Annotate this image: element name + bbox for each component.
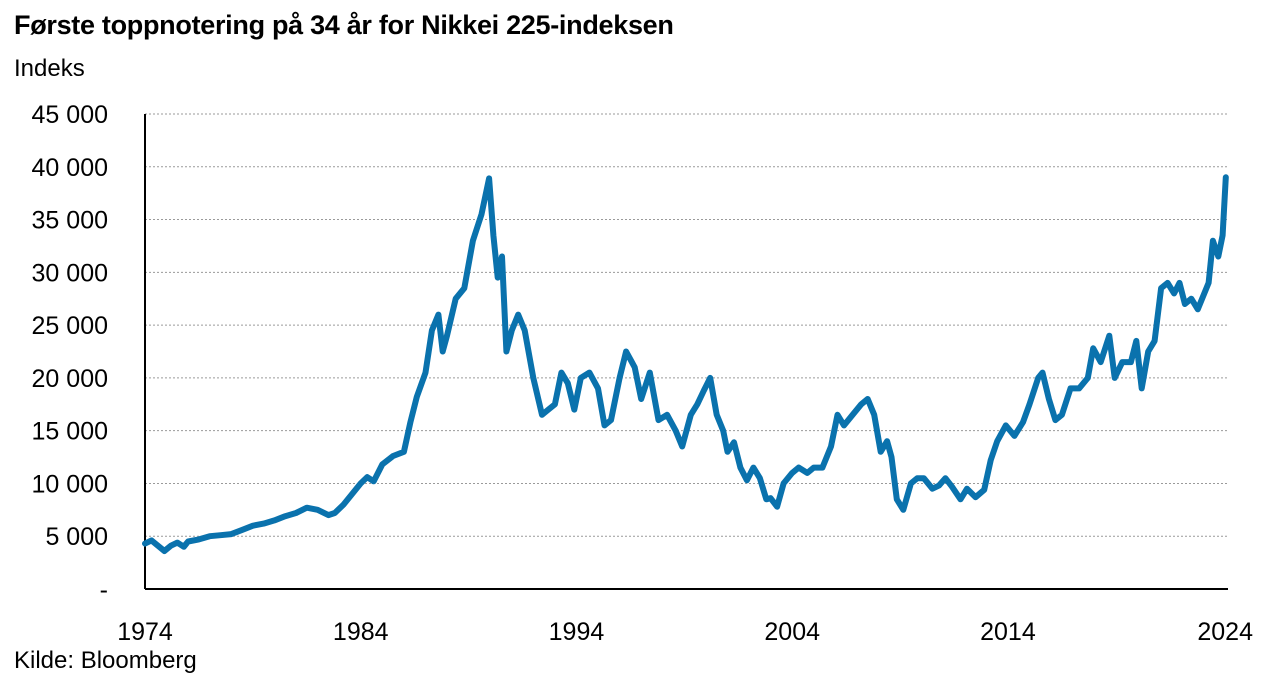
x-axis-ticks: 1974 1984 1994 2004 2014 2024 [117,618,1253,646]
chart-title: Første toppnotering på 34 år for Nikkei … [14,10,674,40]
y-tick-label: 40 000 [32,154,108,182]
x-tick-label: 2004 [764,618,820,646]
y-axis-unit-label: Indeks [14,55,85,82]
y-tick-label: - [100,576,108,604]
y-tick-label: 10 000 [32,470,108,498]
x-tick-label: 1974 [117,618,173,646]
y-axis-ticks: - 5 000 10 000 15 000 20 000 25 000 30 000 35 0… [32,101,108,604]
x-tick-label: 1984 [333,618,389,646]
y-tick-label: 35 000 [32,207,108,235]
y-tick-label: 30 000 [32,259,108,287]
y-tick-label: 5 000 [45,523,108,551]
gridlines [145,113,1228,537]
y-tick-label: 25 000 [32,312,108,340]
y-tick-label: 20 000 [32,365,108,393]
x-tick-label: 2024 [1197,618,1253,646]
y-tick-label: 45 000 [32,101,108,129]
x-tick-label: 2014 [980,618,1036,646]
y-tick-label: 15 000 [32,418,108,446]
x-tick-label: 1994 [549,618,605,646]
source-note: Kilde: Bloomberg [14,647,197,674]
series-line-nikkei-225 [142,174,1229,554]
